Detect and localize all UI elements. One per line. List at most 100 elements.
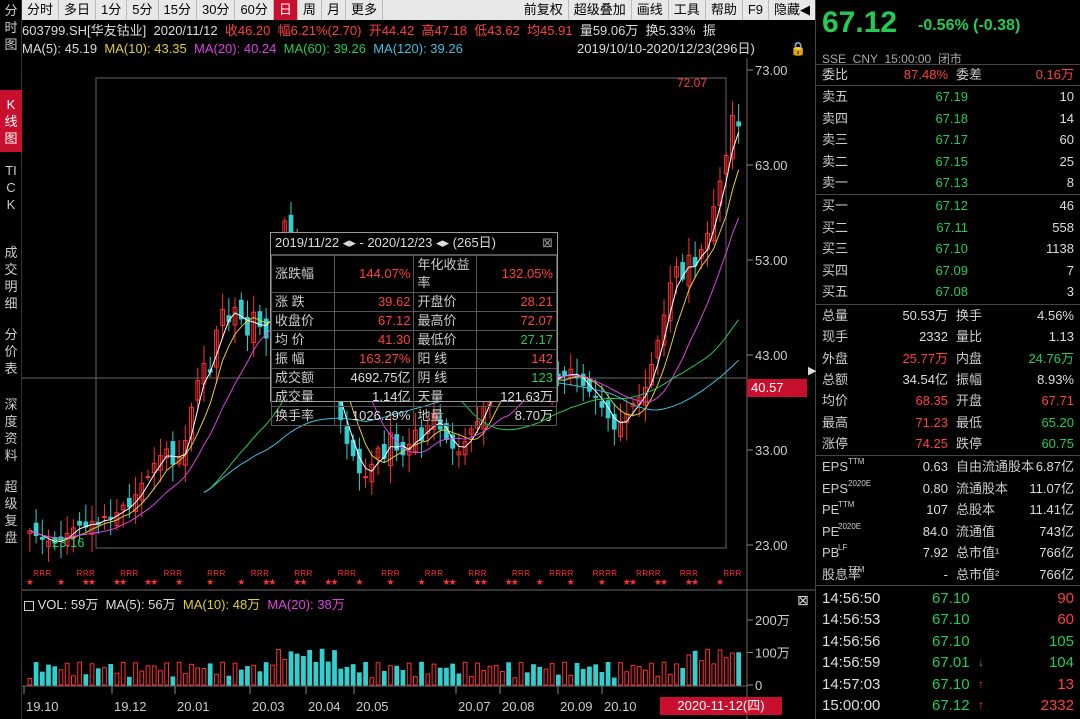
- popup-label: 最高价: [413, 311, 478, 331]
- candle-body: [238, 299, 244, 320]
- tab-price-table[interactable]: 分价表: [4, 327, 18, 376]
- tools-button[interactable]: 工具: [669, 0, 706, 20]
- period-60min[interactable]: 60分: [235, 0, 274, 20]
- left-tab-bar: 分时图 K线图 TICK 成交明细 分价表 深度资料 超级复盘: [0, 0, 22, 719]
- volume-bar: [145, 665, 151, 686]
- bar-date: 2020/11/12: [153, 23, 218, 38]
- candle-body: [680, 262, 686, 280]
- stat-value: 65.20: [1041, 414, 1074, 430]
- y-tick-label: 33.00: [755, 443, 788, 458]
- tab-trade-detail[interactable]: 成交明细: [4, 245, 18, 311]
- popup-value: 1026.29%: [333, 406, 415, 426]
- volume-toggle-icon[interactable]: [24, 600, 34, 611]
- signal-marker: R: [686, 569, 692, 578]
- help-button[interactable]: 帮助: [706, 0, 743, 20]
- volume-bar: [33, 662, 39, 686]
- bid-row: 买五 67.08 3: [822, 281, 1074, 302]
- period-1min[interactable]: 1分: [96, 0, 128, 20]
- fund-value: 0.63: [922, 459, 948, 474]
- tick-time: 14:56:56: [822, 632, 881, 650]
- f9-button[interactable]: F9: [743, 0, 769, 20]
- bar-info-line: 603799.SH[华友钴业] 2020/11/12 收46.20 幅6.21%…: [22, 21, 812, 41]
- hide-button[interactable]: 隐藏◀: [774, 2, 810, 17]
- volume-bar: [605, 661, 611, 686]
- period-day[interactable]: 日: [273, 0, 298, 20]
- tab-kline[interactable]: K线图: [0, 90, 22, 152]
- fund-value: 84.0: [922, 523, 948, 539]
- tab-super-replay[interactable]: 超级复盘: [4, 479, 18, 545]
- volume-bar: [108, 663, 114, 686]
- tab-timeshare[interactable]: 分时图: [4, 3, 18, 52]
- lock-icon[interactable]: 🔒: [790, 41, 807, 56]
- volume-bar: [226, 675, 232, 686]
- period-timeshare[interactable]: 分时: [22, 0, 60, 20]
- order-ratio-row: 委比 87.48% 委差 0.16万: [822, 64, 1074, 85]
- period-30min[interactable]: 30分: [197, 0, 236, 20]
- volume-bar: [189, 663, 194, 686]
- ask-price: 67.19: [935, 89, 968, 104]
- tick-time: 14:57:03: [822, 675, 881, 693]
- period-week[interactable]: 周: [298, 0, 322, 20]
- volume-bar: [649, 662, 654, 686]
- close-icon[interactable]: ⊠: [542, 235, 553, 250]
- popup-value: 144.07%: [333, 255, 415, 293]
- signal-marker: R: [524, 569, 530, 578]
- candle-body: [245, 316, 250, 336]
- volume-bar: [655, 675, 661, 686]
- volume-bar: [630, 664, 636, 686]
- draw-line-button[interactable]: 画线: [632, 0, 669, 20]
- candle-body: [412, 429, 418, 453]
- period-month[interactable]: 月: [322, 0, 346, 20]
- stat-row: 总额 34.54亿 振幅 8.93%: [822, 369, 1074, 390]
- signal-marker: R: [46, 569, 52, 578]
- stat-row: 总量 50.53万 换手 4.56%: [822, 305, 1074, 326]
- signal-marker: R: [251, 569, 257, 578]
- bid-label: 买二: [822, 219, 849, 235]
- star-marker: ★: [150, 577, 158, 587]
- bar-change: 幅6.21%(2.70): [277, 23, 362, 38]
- date-tag: 2020-11-12(四): [660, 697, 782, 715]
- volume-bar: [238, 669, 244, 686]
- bid-price: 67.11: [936, 219, 968, 235]
- volume-bar: [475, 662, 480, 686]
- ask-label: 卖二: [822, 153, 849, 169]
- signal-marker: R: [307, 569, 313, 578]
- stat-label: 量比: [956, 329, 983, 345]
- stat-value: 67.71: [1041, 393, 1074, 409]
- signal-marker: R: [164, 569, 170, 578]
- fund-label: PE: [822, 523, 840, 539]
- tick-row: 14:57:03 67.10 ↑ 13: [822, 674, 1074, 695]
- popup-range: 2019/11/22 ◂▸ - 2020/12/23 ◂▸ (265日): [275, 235, 497, 250]
- stat-row: 均价 68.35 开盘 67.71: [822, 390, 1074, 411]
- volume-bar: [711, 663, 717, 686]
- period-more[interactable]: 更多: [346, 0, 383, 20]
- signal-marker: R: [300, 569, 306, 578]
- volume-bar: [195, 667, 201, 686]
- volume-bar: [667, 673, 673, 686]
- popup-row: 成交量 1.14亿 天量 121.63万: [271, 387, 557, 407]
- volume-panel-close-icon[interactable]: ⊠: [797, 592, 809, 608]
- expand-arrow-icon[interactable]: ▶: [808, 365, 817, 377]
- candle-body: [263, 318, 269, 339]
- period-5min[interactable]: 5分: [127, 0, 159, 20]
- stat-value: 50.53万: [902, 308, 948, 323]
- bid-price: 67.12: [935, 198, 968, 213]
- volume-bar: [220, 661, 225, 686]
- signal-marker: R: [350, 569, 356, 578]
- volume-bar: [450, 663, 456, 686]
- candle-body: [611, 414, 617, 430]
- tab-tick[interactable]: TICK: [5, 163, 17, 212]
- period-15min[interactable]: 15分: [159, 0, 197, 20]
- super-overlay-button[interactable]: 超级叠加: [569, 0, 632, 20]
- volume-bar: [599, 672, 605, 686]
- star-marker: ★: [299, 577, 307, 587]
- signal-marker: R: [680, 569, 686, 578]
- star-marker: ★: [26, 577, 34, 587]
- tab-depth-data[interactable]: 深度资料: [4, 397, 18, 463]
- candle-body: [736, 121, 742, 127]
- signal-marker: R: [170, 569, 176, 578]
- star-marker: ★: [474, 577, 482, 587]
- period-multiday[interactable]: 多日: [59, 0, 97, 20]
- tick-price: 67.01: [932, 654, 970, 672]
- forward-adjust-button[interactable]: 前复权: [519, 0, 569, 20]
